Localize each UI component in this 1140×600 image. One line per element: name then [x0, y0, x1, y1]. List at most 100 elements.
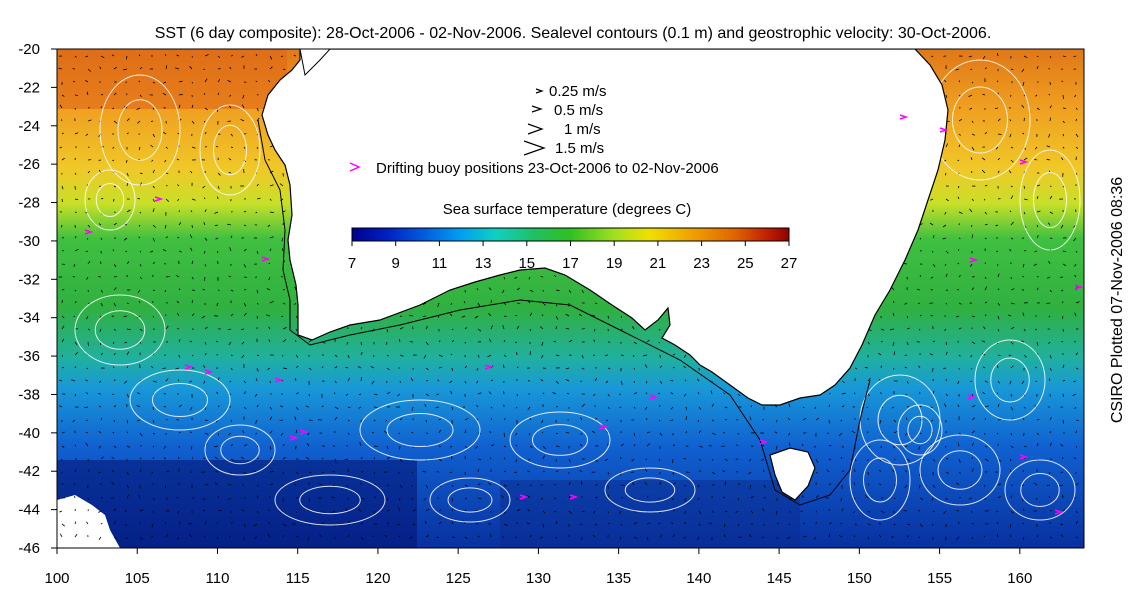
velocity-arrow	[555, 406, 559, 408]
velocity-arrow	[451, 521, 454, 525]
velocity-arrow	[438, 418, 442, 421]
velocity-arrow	[243, 471, 246, 474]
velocity-arrow	[189, 431, 193, 434]
velocity-arrow	[594, 523, 598, 526]
velocity-arrow	[72, 419, 76, 423]
velocity-arrow	[61, 250, 65, 252]
buoy-position	[274, 377, 284, 383]
velocity-arrow	[916, 288, 921, 291]
velocity-arrow	[1061, 289, 1064, 292]
velocity-arrow	[944, 79, 947, 83]
velocity-arrow	[59, 104, 63, 109]
velocity-arrow	[1035, 380, 1038, 383]
velocity-arrow	[971, 522, 974, 525]
velocity-arrow	[217, 185, 220, 190]
velocity-arrow	[86, 237, 89, 240]
velocity-arrow	[1075, 172, 1078, 175]
velocity-arrow	[956, 536, 960, 541]
velocity-arrow	[282, 288, 286, 291]
buoy-position	[519, 494, 529, 500]
velocity-arrow	[100, 106, 103, 109]
credit-text: CSIRO Plotted 07-Nov-2006 08:36	[1109, 176, 1126, 424]
velocity-arrow	[1061, 157, 1064, 161]
velocity-arrow	[243, 302, 247, 307]
sealevel-contour	[299, 485, 361, 515]
velocity-arrow	[723, 392, 726, 395]
velocity-arrow	[136, 404, 141, 408]
velocity-arrow	[1048, 93, 1051, 96]
velocity-arrow	[516, 508, 521, 512]
velocity-arrow	[255, 419, 258, 424]
velocity-arrow	[74, 469, 77, 473]
velocity-arrow	[1073, 237, 1077, 242]
velocity-arrow	[607, 367, 611, 370]
velocity-arrow	[137, 197, 141, 200]
velocity-arrow	[256, 510, 259, 513]
velocity-arrow	[477, 483, 481, 486]
velocity-arrow	[152, 224, 156, 228]
velocity-arrow	[711, 432, 716, 436]
velocity-arrow	[100, 522, 103, 525]
velocity-arrow	[1009, 210, 1012, 213]
velocity-key-label: 0.25 m/s	[549, 83, 607, 100]
buoy-position	[939, 127, 949, 133]
velocity-arrow	[203, 68, 206, 70]
velocity-arrow	[906, 535, 910, 538]
velocity-arrow	[451, 339, 455, 343]
velocity-arrow	[450, 302, 453, 305]
velocity-arrow	[555, 432, 558, 435]
velocity-arrow	[1023, 354, 1027, 358]
velocity-arrow	[1036, 184, 1041, 187]
velocity-arrow	[867, 445, 871, 448]
velocity-arrow	[542, 510, 546, 514]
velocity-arrow	[488, 482, 492, 486]
velocity-arrow	[892, 312, 895, 317]
velocity-arrow	[722, 496, 726, 499]
velocity-arrow	[945, 143, 949, 148]
velocity-arrow	[371, 380, 375, 385]
velocity-arrow	[217, 496, 219, 499]
velocity-arrow	[604, 458, 609, 462]
velocity-arrow	[970, 367, 973, 370]
velocity-arrow	[1073, 380, 1077, 383]
velocity-arrow	[555, 470, 559, 473]
colorbar: Sea surface temperature (degrees C) 7 9 11…	[348, 201, 798, 272]
velocity-arrow	[828, 458, 832, 461]
velocity-arrow	[828, 445, 832, 447]
velocity-arrow	[476, 367, 479, 371]
velocity-arrow	[99, 66, 102, 70]
velocity-arrow	[386, 354, 389, 357]
velocity-arrow	[152, 208, 155, 213]
velocity-arrow	[1049, 442, 1052, 447]
velocity-arrow	[227, 120, 232, 122]
velocity-arrow	[684, 522, 687, 525]
velocity-arrow	[87, 469, 90, 473]
velocity-arrow	[697, 497, 700, 500]
velocity-arrow	[931, 523, 934, 527]
velocity-arrow	[269, 380, 271, 383]
velocity-arrow	[217, 432, 219, 436]
velocity-arrow	[1072, 393, 1077, 397]
velocity-arrow	[984, 445, 988, 448]
velocity-arrow	[464, 509, 467, 512]
velocity-arrow	[331, 496, 336, 499]
velocity-arrow	[152, 445, 155, 448]
velocity-arrow	[555, 315, 559, 320]
velocity-arrow	[971, 341, 976, 344]
velocity-arrow	[683, 510, 687, 515]
velocity-arrow	[98, 405, 102, 408]
velocity-arrow	[386, 497, 389, 501]
velocity-arrow	[425, 367, 429, 371]
velocity-arrow	[282, 302, 286, 305]
velocity-arrow	[815, 417, 820, 421]
velocity-arrow	[1010, 276, 1012, 279]
velocity-arrow	[1036, 224, 1039, 228]
velocity-arrow	[254, 536, 258, 539]
velocity-arrow	[282, 68, 286, 71]
sst-cold-patch-south	[500, 480, 800, 548]
sealevel-contour	[509, 411, 611, 469]
velocity-arrow	[450, 353, 453, 356]
velocity-arrow	[138, 236, 141, 239]
velocity-key-label: 1 m/s	[564, 121, 601, 138]
velocity-arrow	[984, 184, 988, 187]
